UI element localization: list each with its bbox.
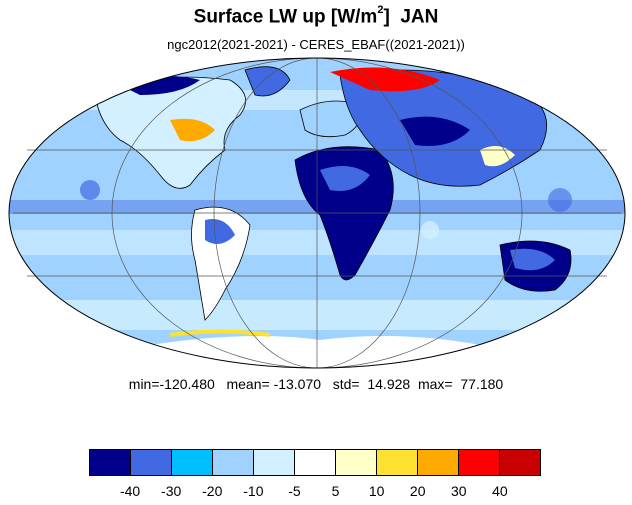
chart-subtitle: ngc2012(2021-2021) - CERES_EBAF((2021-20… — [167, 37, 465, 52]
colorbar-box — [459, 450, 500, 475]
colorbar-tick-label: -5 — [288, 483, 301, 499]
colorbar-box — [90, 450, 131, 475]
colorbar-tick-label: -30 — [161, 483, 182, 499]
colorbar-box — [213, 450, 254, 475]
colorbar-tick-label: 10 — [368, 483, 385, 499]
colorbar-box — [295, 450, 336, 475]
colorbar-box — [254, 450, 295, 475]
antarctica — [150, 336, 480, 368]
colorbar-box — [172, 450, 213, 475]
colorbar — [89, 449, 541, 476]
title-superscript: 2 — [377, 4, 384, 16]
colorbar-tick-label: -20 — [202, 483, 223, 499]
colorbar-tick-label: -40 — [119, 483, 141, 499]
colorbar-tick-label: -10 — [243, 483, 264, 499]
colorbar-tick-label: 5 — [331, 483, 340, 499]
colorbar-tick-label: 30 — [451, 483, 467, 499]
colorbar-tick-label: 20 — [409, 483, 426, 499]
colorbar-box — [377, 450, 418, 475]
globe-border — [8, 57, 626, 369]
chart-title: Surface LW up [W/m2] JAN — [193, 4, 439, 28]
colorbar-box — [336, 450, 377, 475]
colorbar-box — [131, 450, 172, 475]
statistics-line: min=-120.480 mean= -13.070 std= 14.928 m… — [128, 376, 504, 392]
colorbar-tick-label: 40 — [492, 483, 508, 499]
colorbar-box — [500, 450, 540, 475]
greenland — [244, 66, 291, 97]
colorbar-box — [418, 450, 459, 475]
north-america — [94, 76, 247, 189]
